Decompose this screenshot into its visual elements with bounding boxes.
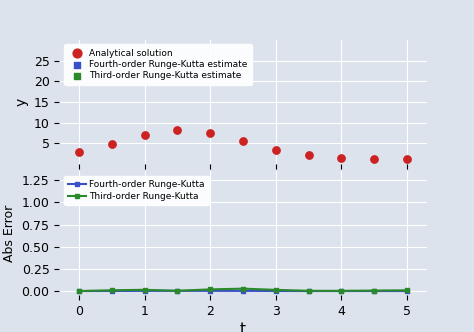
Third-order Runge-Kutta (76, 289, 82, 293)
Fourth-order Runge-Kutta (338, 289, 344, 293)
Third-order Runge-Kutta estimate (75, 149, 83, 154)
Third-order Runge-Kutta (174, 289, 180, 293)
Fourth-order Runge-Kutta estimate (370, 157, 378, 162)
Third-order Runge-Kutta estimate (403, 156, 410, 162)
Third-order Runge-Kutta estimate (239, 138, 246, 144)
Fourth-order Runge-Kutta (142, 289, 147, 293)
Fourth-order Runge-Kutta estimate (108, 141, 116, 146)
Analytical solution (305, 152, 312, 158)
Fourth-order Runge-Kutta (240, 289, 246, 293)
Third-order Runge-Kutta estimate (108, 141, 116, 147)
Fourth-order Runge-Kutta estimate (141, 132, 148, 138)
Analytical solution (206, 130, 214, 136)
Third-order Runge-Kutta estimate (337, 155, 345, 161)
Analytical solution (370, 157, 378, 162)
Third-order Runge-Kutta (240, 287, 246, 290)
Fourth-order Runge-Kutta estimate (75, 149, 83, 154)
Fourth-order Runge-Kutta (273, 289, 279, 293)
Third-order Runge-Kutta (273, 288, 279, 292)
Y-axis label: y: y (14, 98, 28, 106)
Third-order Runge-Kutta estimate (272, 147, 280, 152)
Third-order Runge-Kutta (207, 288, 213, 291)
Third-order Runge-Kutta (371, 289, 377, 292)
Fourth-order Runge-Kutta (306, 289, 311, 293)
Fourth-order Runge-Kutta estimate (173, 127, 181, 133)
Third-order Runge-Kutta (338, 289, 344, 293)
Fourth-order Runge-Kutta estimate (337, 155, 345, 161)
Analytical solution (173, 127, 181, 133)
Fourth-order Runge-Kutta estimate (403, 156, 410, 162)
Line: Fourth-order Runge-Kutta: Fourth-order Runge-Kutta (77, 289, 409, 293)
Fourth-order Runge-Kutta estimate (272, 147, 280, 152)
Third-order Runge-Kutta (306, 289, 311, 293)
Legend: Fourth-order Runge-Kutta, Third-order Runge-Kutta: Fourth-order Runge-Kutta, Third-order Ru… (64, 176, 209, 205)
Analytical solution (239, 139, 246, 144)
Third-order Runge-Kutta (142, 288, 147, 292)
Third-order Runge-Kutta estimate (370, 157, 378, 162)
Third-order Runge-Kutta estimate (305, 152, 312, 158)
X-axis label: t: t (240, 322, 246, 332)
Third-order Runge-Kutta estimate (206, 130, 214, 136)
Legend: Analytical solution, Fourth-order Runge-Kutta estimate, Third-order Runge-Kutta : Analytical solution, Fourth-order Runge-… (64, 44, 252, 85)
Fourth-order Runge-Kutta estimate (239, 139, 246, 144)
Fourth-order Runge-Kutta (109, 289, 115, 293)
Analytical solution (403, 156, 410, 162)
Fourth-order Runge-Kutta (371, 289, 377, 293)
Fourth-order Runge-Kutta (174, 289, 180, 293)
Third-order Runge-Kutta (109, 288, 115, 292)
Third-order Runge-Kutta (404, 288, 410, 292)
Third-order Runge-Kutta estimate (141, 132, 148, 138)
Fourth-order Runge-Kutta (404, 289, 410, 293)
Third-order Runge-Kutta estimate (173, 127, 181, 133)
Fourth-order Runge-Kutta (76, 289, 82, 293)
Analytical solution (141, 132, 148, 138)
Analytical solution (75, 149, 83, 154)
Analytical solution (108, 141, 116, 146)
Analytical solution (272, 147, 280, 152)
Fourth-order Runge-Kutta (207, 289, 213, 293)
Analytical solution (337, 155, 345, 161)
Y-axis label: Abs Error: Abs Error (3, 205, 16, 262)
Fourth-order Runge-Kutta estimate (305, 152, 312, 158)
Line: Third-order Runge-Kutta: Third-order Runge-Kutta (77, 287, 409, 293)
Fourth-order Runge-Kutta estimate (206, 130, 214, 136)
